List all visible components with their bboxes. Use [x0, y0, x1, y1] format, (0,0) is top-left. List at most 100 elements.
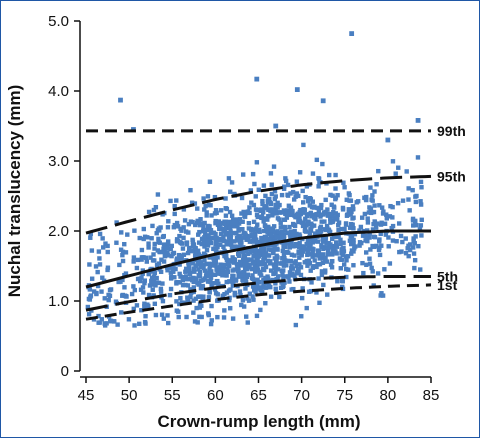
data-point: [323, 197, 328, 203]
data-point: [202, 257, 207, 263]
data-point: [115, 322, 120, 327]
data-point: [251, 202, 257, 208]
data-point: [351, 206, 356, 212]
data-point: [154, 275, 159, 281]
data-point: [410, 187, 415, 193]
data-point: [414, 223, 419, 228]
data-point: [370, 193, 375, 198]
data-point: [255, 256, 260, 262]
data-point: [284, 249, 290, 255]
data-point: [232, 292, 237, 298]
data-point: [372, 189, 377, 194]
data-point: [240, 249, 246, 254]
data-point: [242, 213, 247, 219]
data-point: [265, 229, 270, 235]
data-point: [349, 235, 354, 240]
data-point: [87, 262, 92, 267]
data-point: [270, 243, 276, 248]
data-point: [247, 210, 252, 216]
data-point: [341, 262, 347, 267]
data-point: [91, 289, 97, 294]
data-point: [336, 227, 341, 233]
data-point: [281, 237, 287, 242]
data-point: [246, 262, 251, 268]
data-point: [266, 284, 272, 289]
data-point: [180, 282, 186, 288]
data-point: [206, 261, 211, 267]
data-point: [114, 240, 119, 245]
data-point: [309, 214, 314, 219]
data-point: [351, 240, 356, 245]
data-point: [305, 199, 311, 204]
data-point: [333, 195, 339, 200]
data-point: [202, 244, 207, 249]
data-point: [262, 261, 268, 267]
data-point: [308, 241, 313, 247]
data-point: [167, 292, 173, 298]
data-point: [215, 255, 220, 260]
data-point: [312, 258, 317, 263]
data-point: [152, 301, 158, 307]
data-point: [100, 236, 105, 241]
data-point: [334, 215, 340, 221]
data-point: [141, 226, 146, 232]
data-point: [284, 215, 290, 220]
data-point: [382, 221, 388, 226]
data-point: [254, 160, 260, 165]
data-point: [280, 261, 285, 266]
data-point: [159, 312, 165, 317]
x-tick-label: 60: [207, 387, 224, 404]
y-tick-label: 2.0: [48, 223, 69, 240]
data-point: [144, 259, 150, 264]
data-point: [412, 241, 417, 246]
data-point: [321, 210, 327, 215]
data-point: [268, 230, 273, 235]
data-point: [162, 253, 168, 259]
data-point: [217, 265, 222, 271]
data-point: [154, 280, 160, 285]
data-point: [377, 203, 382, 208]
data-point: [418, 267, 423, 272]
data-point: [250, 294, 255, 299]
data-point: [198, 217, 203, 222]
curve-label-5th: 5th: [437, 269, 458, 285]
data-point: [268, 227, 274, 233]
data-point: [181, 225, 186, 230]
data-point: [317, 261, 323, 267]
data-point: [259, 207, 264, 212]
data-point: [206, 311, 211, 316]
x-tick-label: 80: [380, 387, 397, 404]
data-point: [170, 266, 175, 271]
data-point: [176, 252, 182, 258]
data-point: [323, 255, 328, 261]
data-point: [396, 221, 402, 226]
data-point: [240, 277, 245, 283]
data-point: [227, 209, 233, 215]
data-point: [418, 223, 424, 228]
data-point: [151, 279, 157, 284]
data-point: [383, 232, 389, 237]
data-point: [406, 197, 411, 202]
data-point: [344, 213, 350, 218]
data-point: [112, 319, 117, 324]
data-point: [218, 208, 224, 213]
data-point: [251, 227, 256, 232]
data-point: [405, 246, 410, 251]
data-point: [337, 256, 343, 261]
data-point: [228, 229, 233, 234]
data-point: [139, 257, 144, 262]
data-point: [161, 259, 167, 264]
data-point: [411, 223, 416, 228]
data-point: [368, 206, 374, 211]
data-point: [339, 278, 345, 284]
data-point: [199, 241, 204, 247]
data-point: [253, 289, 258, 294]
data-point: [260, 198, 265, 204]
data-point: [261, 282, 266, 288]
data-point: [186, 230, 191, 235]
data-point: [299, 314, 304, 319]
data-point: [207, 267, 212, 272]
data-point: [396, 165, 401, 170]
data-point: [360, 233, 366, 238]
data-point: [198, 264, 204, 270]
